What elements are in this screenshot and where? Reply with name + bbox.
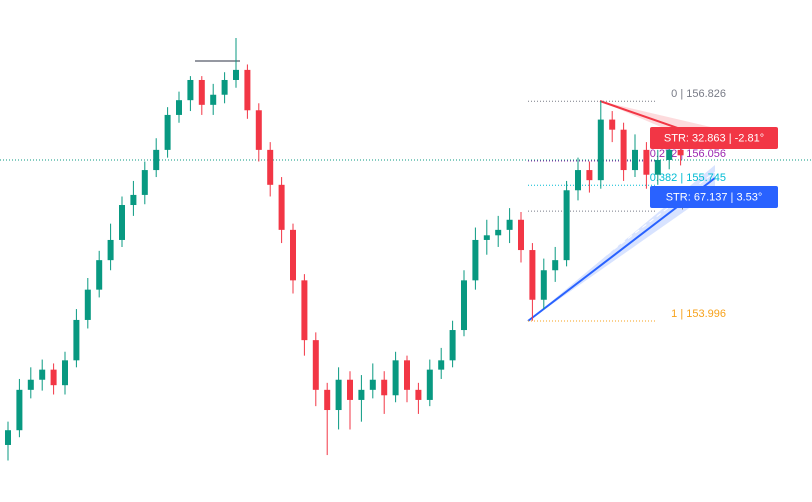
candle-body bbox=[529, 250, 536, 300]
candle-body bbox=[39, 369, 46, 380]
candle-body bbox=[620, 129, 627, 171]
candle-body bbox=[415, 389, 422, 400]
candle-body bbox=[5, 430, 11, 445]
candle-body bbox=[654, 159, 661, 175]
candle-body bbox=[449, 330, 456, 361]
candle-body bbox=[312, 340, 319, 390]
candle-body bbox=[381, 379, 388, 396]
candle-body bbox=[335, 379, 342, 411]
candle-body bbox=[347, 379, 353, 400]
candle-body bbox=[96, 260, 103, 290]
candle-body bbox=[50, 369, 57, 386]
candle-body bbox=[404, 360, 410, 390]
candle-body bbox=[632, 149, 638, 171]
candle-body bbox=[369, 379, 376, 390]
candle-body bbox=[324, 389, 331, 411]
candle-body bbox=[586, 170, 593, 181]
candle-body bbox=[278, 184, 285, 230]
candle-body bbox=[198, 79, 205, 105]
candle-body bbox=[358, 389, 365, 400]
candle-body bbox=[164, 114, 171, 150]
candle-body bbox=[552, 260, 559, 271]
candle-body bbox=[176, 100, 182, 115]
fib-level-label: 0 | 156.826 bbox=[671, 88, 726, 100]
angle-label: STR: 67.137 | 3.53° bbox=[666, 191, 763, 203]
candle-body bbox=[483, 235, 490, 240]
candle-body bbox=[187, 79, 194, 101]
blue-angle-mid bbox=[527, 171, 716, 316]
fib-level-label: 0.272 | 156.056 bbox=[650, 148, 726, 160]
candle-body bbox=[518, 219, 524, 251]
candle-body bbox=[597, 119, 604, 181]
candle-body bbox=[609, 119, 616, 130]
fib-level-label: 1 | 153.996 bbox=[671, 308, 726, 320]
candle-body bbox=[107, 239, 114, 261]
candle-body bbox=[210, 94, 217, 105]
angle-label-box bbox=[650, 127, 778, 149]
angle-label-box bbox=[650, 186, 778, 208]
candle-body bbox=[495, 229, 502, 236]
candle-body bbox=[255, 110, 262, 150]
candle-body bbox=[575, 170, 581, 191]
candle-body bbox=[130, 194, 137, 206]
candle-body bbox=[84, 289, 91, 320]
fib-level-label: 0.382 | 155.745 bbox=[650, 172, 726, 184]
candle-body bbox=[677, 149, 684, 156]
candle-body bbox=[426, 369, 433, 400]
candle-body bbox=[73, 319, 80, 361]
candle-body bbox=[153, 149, 160, 171]
candle-body bbox=[461, 280, 467, 331]
candle-body bbox=[119, 205, 125, 240]
candle-body bbox=[540, 270, 547, 300]
candle-body bbox=[16, 389, 23, 431]
candle-body bbox=[301, 280, 308, 341]
candle-body bbox=[233, 69, 239, 80]
candle-body bbox=[27, 379, 34, 390]
candle-body bbox=[563, 190, 570, 261]
candle-body bbox=[643, 149, 650, 175]
candle-body bbox=[244, 69, 251, 111]
candle-body bbox=[438, 360, 445, 370]
candle-body bbox=[267, 149, 274, 185]
candle-body bbox=[506, 219, 513, 230]
candle-body bbox=[221, 79, 228, 95]
angle-label: STR: 32.863 | -2.81° bbox=[664, 132, 764, 144]
candle-body bbox=[290, 229, 296, 281]
candle-body bbox=[392, 360, 399, 396]
candle-body bbox=[141, 170, 148, 195]
candle-body bbox=[62, 360, 68, 386]
candle-body bbox=[472, 239, 479, 281]
candle-body bbox=[666, 149, 673, 160]
